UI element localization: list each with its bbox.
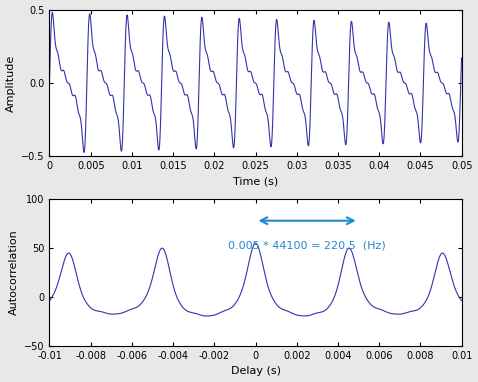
Y-axis label: Amplitude: Amplitude xyxy=(6,54,16,112)
Text: 0.005 * 44100 = 220.5  (Hz): 0.005 * 44100 = 220.5 (Hz) xyxy=(228,240,386,250)
X-axis label: Delay (s): Delay (s) xyxy=(230,366,281,376)
X-axis label: Time (s): Time (s) xyxy=(233,177,278,187)
Y-axis label: Autocorrelation: Autocorrelation xyxy=(9,230,19,316)
